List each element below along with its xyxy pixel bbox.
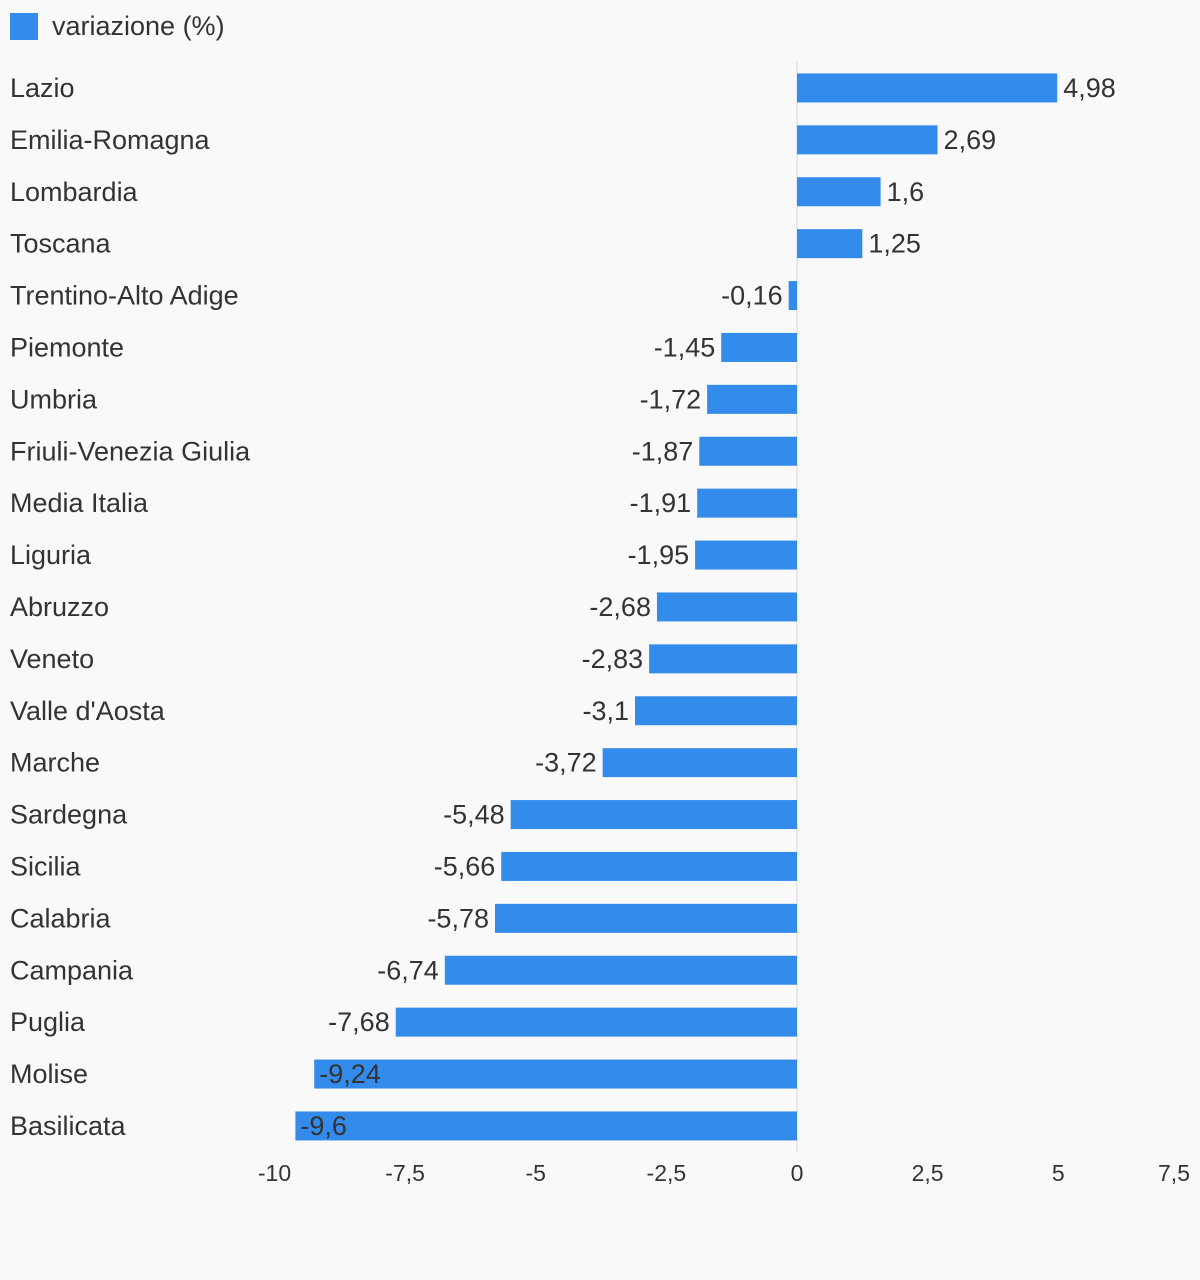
- data-label: -9,6: [300, 1111, 347, 1141]
- category-label: Molise: [10, 1059, 88, 1089]
- category-label: Trentino-Alto Adige: [10, 281, 239, 311]
- data-label: -9,24: [319, 1059, 381, 1089]
- category-label: Umbria: [10, 384, 98, 414]
- category-label: Piemonte: [10, 332, 124, 362]
- bar: [501, 851, 797, 881]
- x-tick-label: -5: [526, 1160, 546, 1186]
- data-label: -3,1: [582, 696, 629, 726]
- x-tick-label: -10: [258, 1160, 291, 1186]
- x-tick-label: 7,5: [1158, 1160, 1190, 1186]
- data-label: -6,74: [377, 955, 439, 985]
- category-label: Friuli-Venezia Giulia: [10, 436, 251, 466]
- data-label: 1,6: [887, 177, 925, 207]
- bar: [635, 696, 797, 726]
- category-label: Puglia: [10, 1007, 86, 1037]
- category-label: Abruzzo: [10, 592, 109, 622]
- category-label: Veneto: [10, 644, 94, 674]
- bar: [699, 436, 797, 466]
- category-label: Lombardia: [10, 177, 139, 207]
- category-label: Campania: [10, 955, 134, 985]
- bar: [395, 1007, 797, 1037]
- bar: [314, 1059, 797, 1089]
- x-tick-label: -2,5: [647, 1160, 687, 1186]
- data-label: -1,95: [628, 540, 690, 570]
- legend-swatch: [10, 12, 38, 40]
- bar: [649, 644, 797, 674]
- category-label: Sardegna: [10, 800, 128, 830]
- x-tick-label: -7,5: [385, 1160, 425, 1186]
- data-label: -1,45: [654, 332, 716, 362]
- bar: [295, 1111, 797, 1141]
- bar: [797, 229, 863, 259]
- data-label: -2,68: [589, 592, 651, 622]
- legend: variazione (%): [10, 8, 225, 44]
- category-label: Sicilia: [10, 851, 82, 881]
- category-label: Marche: [10, 748, 100, 778]
- bar: [602, 748, 797, 778]
- bar: [721, 332, 797, 362]
- data-label: -1,72: [640, 384, 702, 414]
- bar: [697, 488, 797, 518]
- bar: [797, 177, 881, 207]
- x-tick-label: 2,5: [912, 1160, 944, 1186]
- category-label: Lazio: [10, 73, 75, 103]
- data-label: 1,25: [868, 229, 921, 259]
- data-label: -7,68: [328, 1007, 390, 1037]
- bar: [797, 73, 1058, 103]
- bar: [797, 125, 938, 155]
- data-label: -1,91: [630, 488, 692, 518]
- data-label: -2,83: [582, 644, 644, 674]
- category-label: Valle d'Aosta: [10, 696, 166, 726]
- data-label: -3,72: [535, 748, 597, 778]
- bar: [788, 281, 797, 311]
- data-label: 4,98: [1063, 73, 1116, 103]
- legend-label: variazione (%): [52, 10, 225, 41]
- data-label: 2,69: [944, 125, 997, 155]
- category-label: Calabria: [10, 903, 112, 933]
- bar: [656, 592, 797, 622]
- bar: [695, 540, 797, 570]
- x-tick-label: 0: [791, 1160, 804, 1186]
- category-label: Media Italia: [10, 488, 149, 518]
- data-label: -5,48: [443, 800, 505, 830]
- bar: [707, 384, 797, 414]
- data-label: -1,87: [632, 436, 694, 466]
- data-label: -0,16: [721, 281, 783, 311]
- category-label: Emilia-Romagna: [10, 125, 211, 155]
- category-label: Toscana: [10, 229, 112, 259]
- bar: [494, 903, 797, 933]
- data-label: -5,66: [434, 851, 496, 881]
- category-label: Basilicata: [10, 1111, 127, 1141]
- category-label: Liguria: [10, 540, 92, 570]
- x-tick-label: 5: [1052, 1160, 1065, 1186]
- bar: [444, 955, 797, 985]
- bar: [510, 800, 797, 830]
- data-label: -5,78: [427, 903, 489, 933]
